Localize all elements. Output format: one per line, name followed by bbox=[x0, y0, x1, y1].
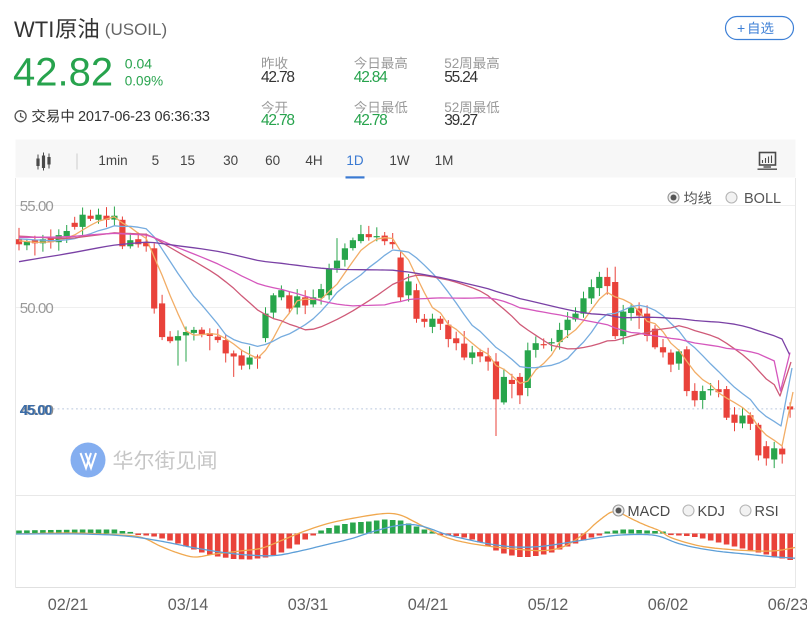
svg-text:55.24: 55.24 bbox=[444, 69, 478, 86]
svg-text:52: 52 bbox=[444, 56, 459, 71]
svg-text:42.78: 42.78 bbox=[261, 112, 294, 129]
svg-text:03/31: 03/31 bbox=[288, 596, 329, 614]
svg-text:42.84: 42.84 bbox=[354, 69, 388, 86]
svg-text:04/21: 04/21 bbox=[408, 596, 449, 614]
svg-text:50.00: 50.00 bbox=[20, 300, 54, 317]
svg-text:06/23: 06/23 bbox=[768, 596, 807, 614]
svg-text:5: 5 bbox=[152, 153, 160, 168]
svg-text:(USOIL): (USOIL) bbox=[105, 20, 167, 39]
svg-text:1D: 1D bbox=[346, 153, 364, 168]
svg-text:55.00: 55.00 bbox=[20, 198, 54, 215]
svg-text:0.09%: 0.09% bbox=[125, 74, 163, 89]
svg-text:06/02: 06/02 bbox=[648, 596, 689, 614]
svg-text:15: 15 bbox=[180, 153, 195, 168]
svg-text:39.27: 39.27 bbox=[444, 112, 477, 129]
svg-text:1min: 1min bbox=[98, 153, 127, 168]
svg-text:0.04: 0.04 bbox=[125, 55, 152, 71]
svg-text:45.00: 45.00 bbox=[20, 403, 53, 419]
svg-text:+: + bbox=[737, 20, 745, 36]
svg-text:KDJ: KDJ bbox=[698, 504, 725, 520]
svg-text:45.00: 45.00 bbox=[21, 403, 54, 419]
svg-text:42.82: 42.82 bbox=[13, 51, 113, 95]
svg-text:05/12: 05/12 bbox=[528, 596, 569, 614]
svg-text:52: 52 bbox=[444, 100, 459, 115]
svg-text:RSI: RSI bbox=[755, 504, 779, 520]
svg-text:42.78: 42.78 bbox=[261, 69, 294, 86]
svg-text:03/14: 03/14 bbox=[168, 596, 209, 614]
svg-text:30: 30 bbox=[223, 153, 238, 168]
svg-text:1M: 1M bbox=[435, 153, 454, 168]
svg-text:02/21: 02/21 bbox=[48, 596, 89, 614]
svg-text:2017-06-23 06:36:33: 2017-06-23 06:36:33 bbox=[78, 109, 210, 125]
svg-text:BOLL: BOLL bbox=[744, 191, 781, 207]
svg-text:WTI: WTI bbox=[14, 17, 54, 42]
svg-text:42.78: 42.78 bbox=[354, 112, 387, 129]
svg-text:60: 60 bbox=[265, 153, 280, 168]
svg-text:4H: 4H bbox=[305, 153, 322, 168]
svg-text:MACD: MACD bbox=[628, 504, 671, 520]
svg-text:1W: 1W bbox=[389, 153, 410, 168]
